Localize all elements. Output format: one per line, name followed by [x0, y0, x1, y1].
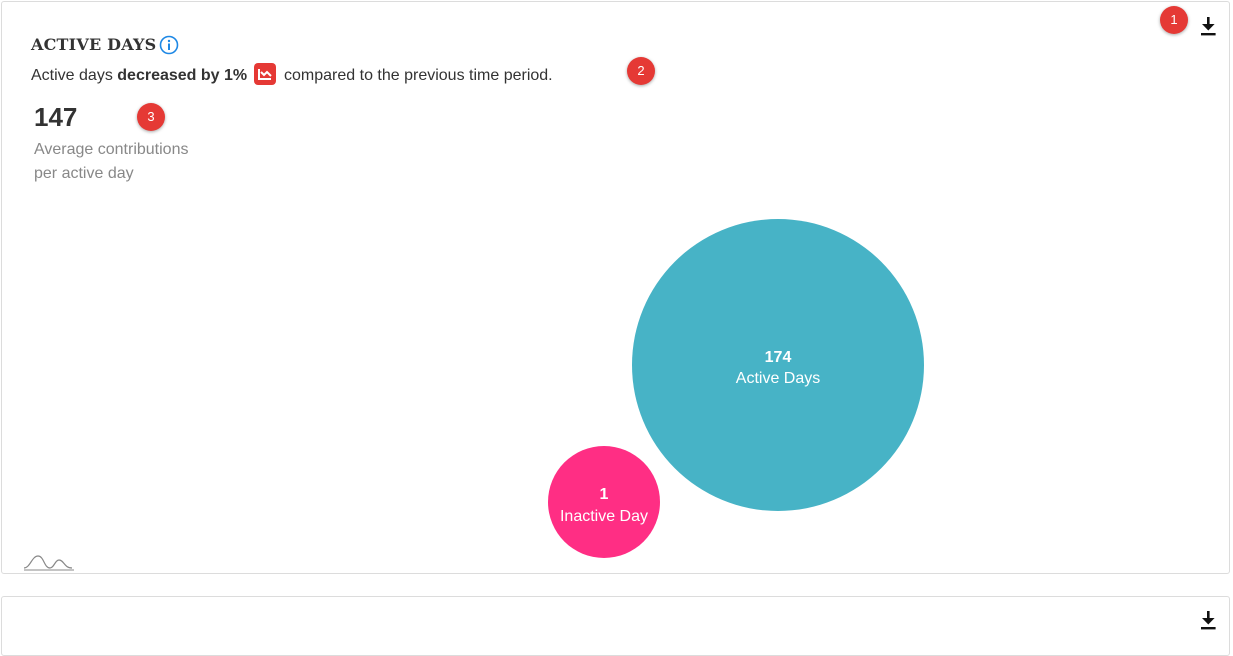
bubble-value-inactive: 1	[600, 486, 609, 503]
bubble-inactive-day[interactable]: 1 Inactive Day	[548, 446, 660, 558]
bubble-label-active: Active Days	[736, 370, 820, 387]
card-title: ACTIVE DAYS	[31, 35, 157, 54]
summary-prefix: Active days	[31, 67, 118, 84]
annotation-marker-3: 3	[137, 103, 165, 131]
metric-value: 147	[34, 102, 78, 132]
chart-logo-icon	[23, 555, 74, 571]
trend-summary: Active days decreased by 1% compared to …	[31, 63, 553, 85]
info-icon[interactable]	[159, 35, 179, 55]
trend-down-icon	[253, 63, 276, 85]
annotation-marker-1: 1	[1160, 6, 1188, 34]
download-icon[interactable]	[1199, 16, 1217, 36]
metric-caption: Average contributions per active day	[34, 141, 189, 182]
bubble-value-active: 174	[765, 349, 792, 366]
bubble-label-inactive: Inactive Day	[560, 508, 648, 525]
bubble-chart: 174 Active Days 1 Inactive Day	[548, 219, 924, 558]
summary-suffix: compared to the previous time period.	[279, 67, 553, 84]
annotation-marker-2: 2	[627, 57, 655, 85]
bubble-active-days[interactable]: 174 Active Days	[632, 219, 924, 511]
summary-change: decreased by 1%	[117, 67, 248, 84]
